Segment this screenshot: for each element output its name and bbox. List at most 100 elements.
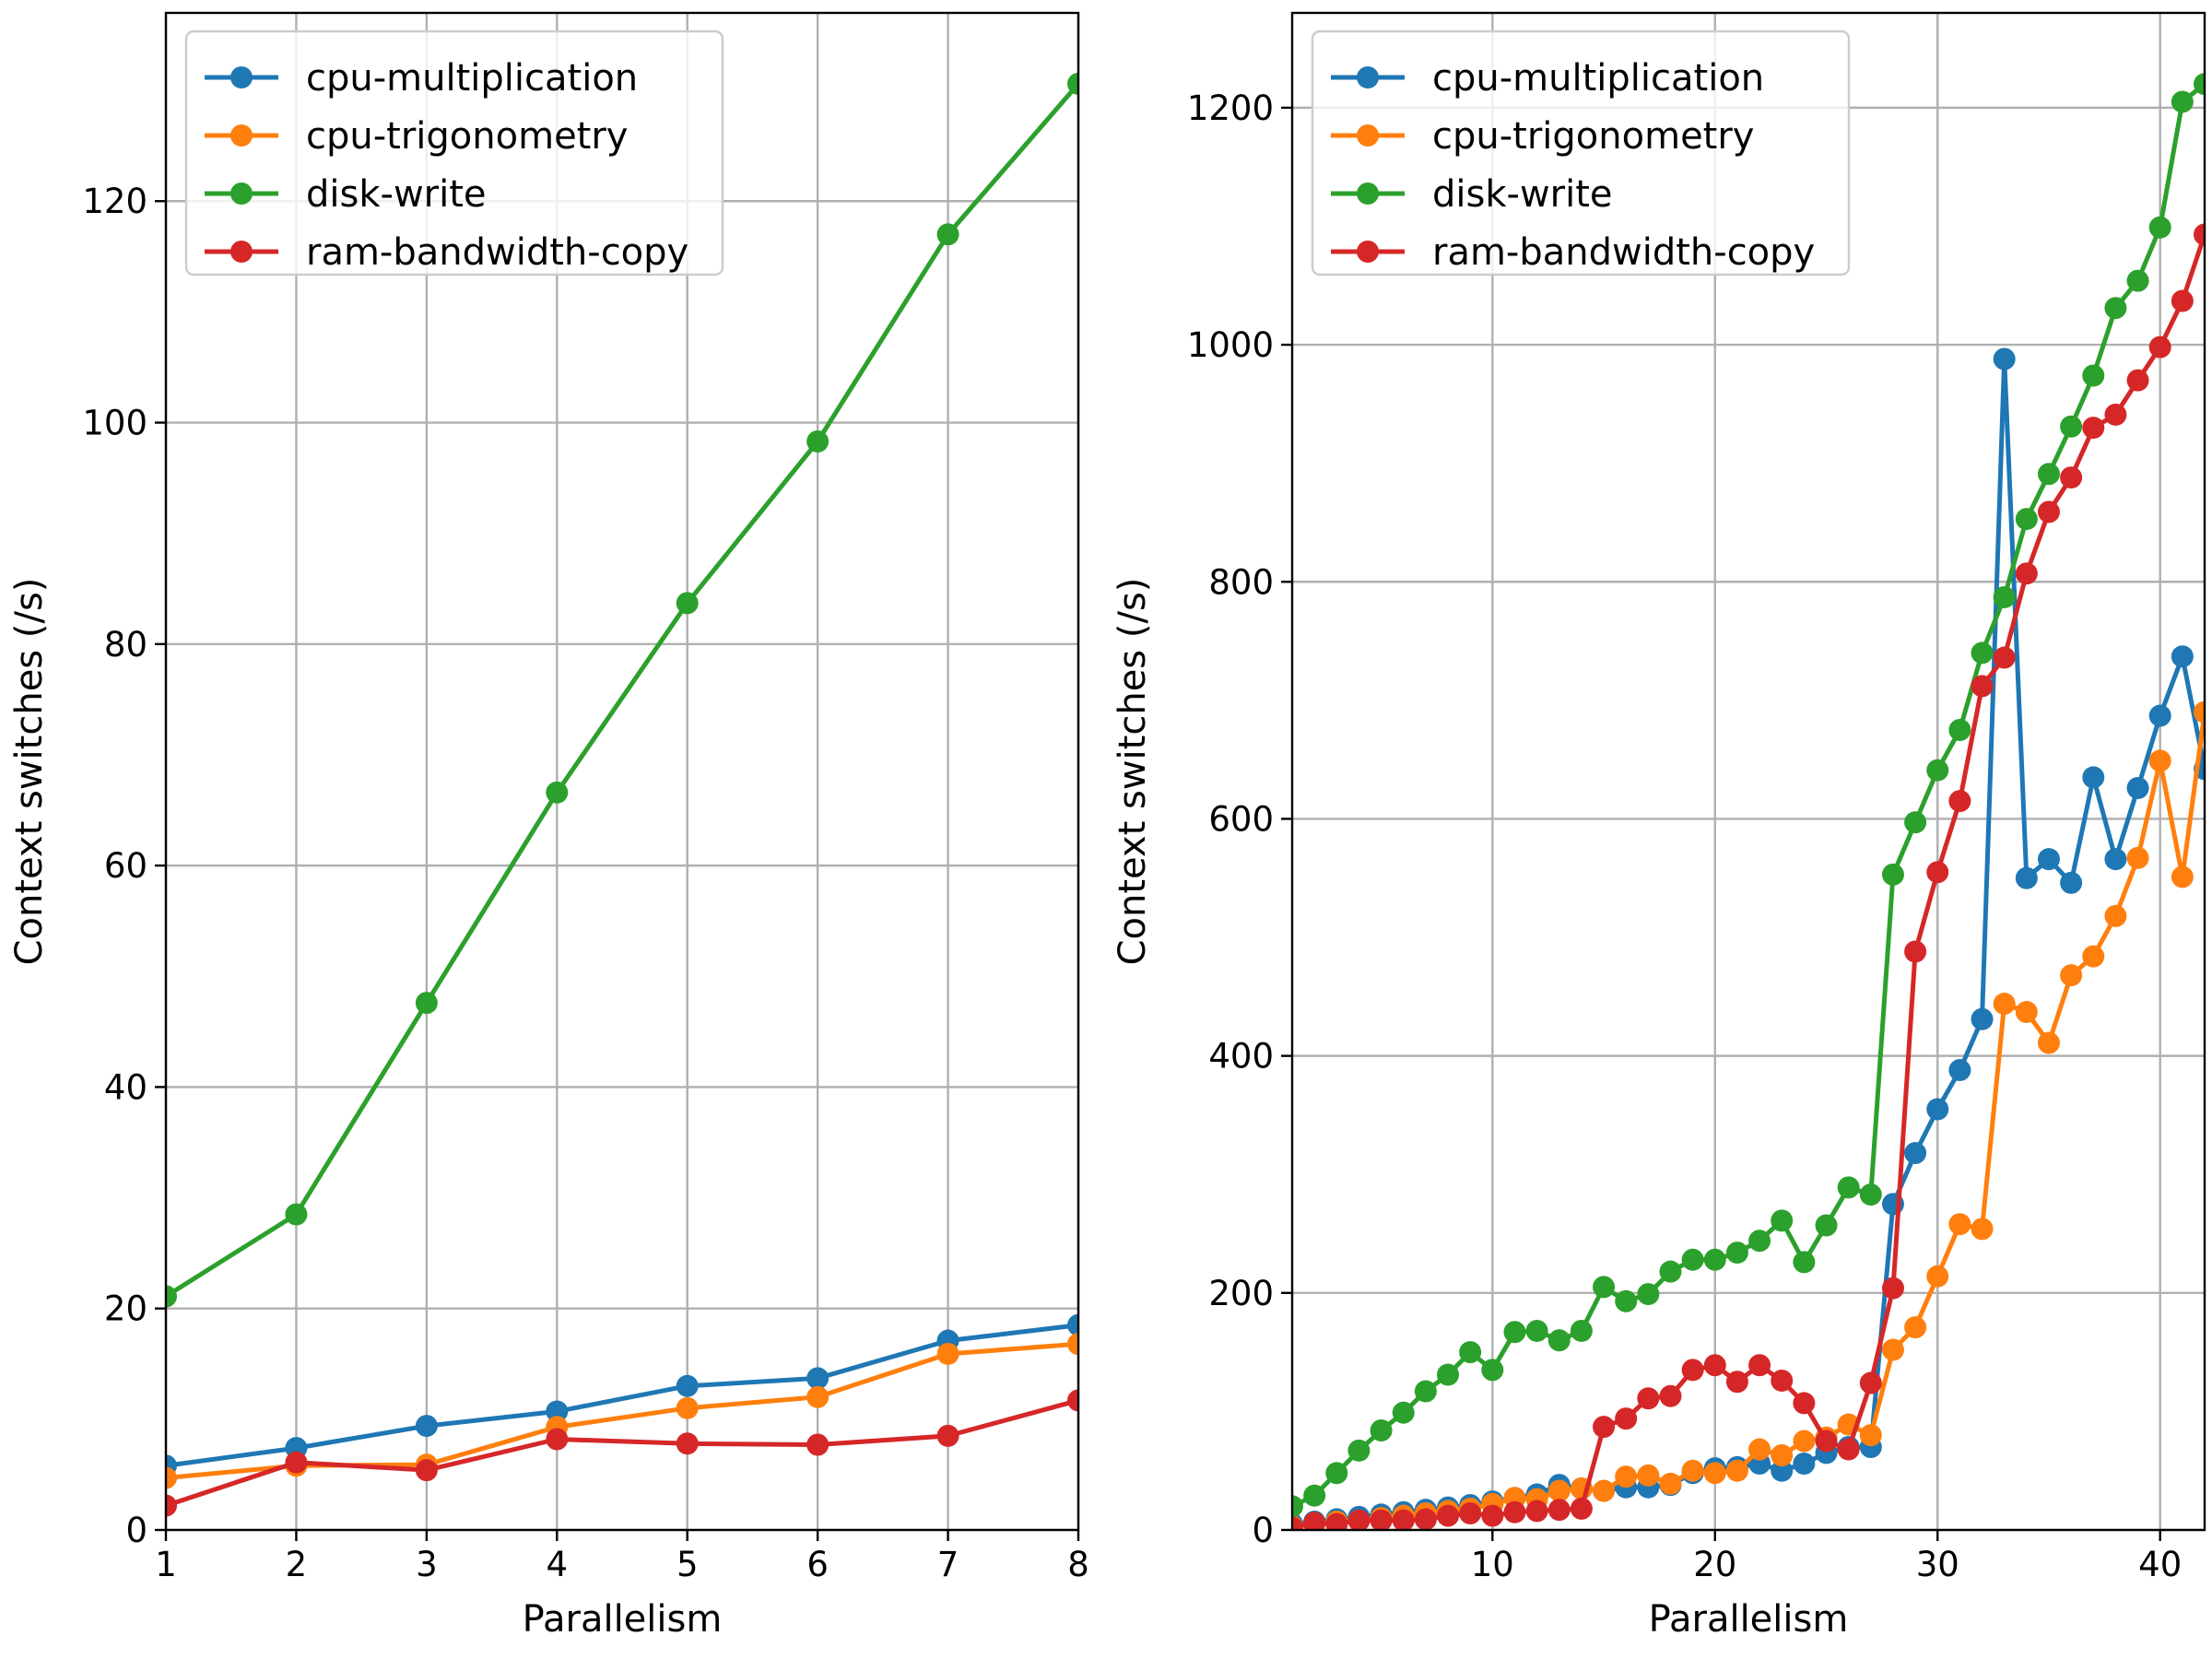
data-point — [1904, 1142, 1927, 1165]
data-point — [2126, 369, 2149, 392]
data-point — [1659, 1260, 1682, 1283]
legend-swatch-marker — [1357, 124, 1379, 147]
data-point — [1993, 347, 2016, 371]
data-point — [415, 1415, 438, 1438]
axes-frame — [1290, 11, 2206, 1532]
data-point — [2082, 945, 2105, 968]
data-point — [1926, 1265, 1949, 1288]
series-line-disk-write — [166, 82, 1078, 1299]
data-point — [1993, 646, 2016, 669]
data-point — [1681, 1248, 1704, 1271]
data-point — [1793, 1392, 1816, 1415]
legend-swatch-marker — [1357, 241, 1379, 263]
legend-label: ram-bandwidth-copy — [306, 231, 688, 274]
data-point — [1303, 1484, 1326, 1507]
grid — [164, 13, 1080, 1532]
data-point — [806, 1433, 830, 1456]
data-point — [1347, 1509, 1371, 1530]
data-point — [676, 1396, 699, 1419]
y-tick-label: 0 — [1252, 1511, 1274, 1550]
data-point — [1837, 1176, 1860, 1199]
data-point — [1615, 1465, 1638, 1488]
data-point — [1459, 1341, 1482, 1364]
data-point — [1971, 641, 1994, 665]
data-point — [1771, 1443, 1794, 1466]
data-point — [1881, 1338, 1904, 1361]
data-point — [2194, 73, 2205, 96]
legend-swatch-marker — [1357, 182, 1379, 205]
y-tick-label: 0 — [125, 1511, 147, 1550]
data-point — [1948, 790, 1971, 813]
data-point — [1637, 1464, 1660, 1487]
y-tick-label: 100 — [82, 404, 147, 443]
y-tick-label: 1000 — [1187, 325, 1274, 365]
data-point — [1725, 1459, 1748, 1482]
data-point — [1948, 718, 1971, 741]
data-point — [2194, 700, 2205, 724]
data-point — [1725, 1371, 1748, 1394]
y-tick-label: 120 — [82, 182, 147, 221]
data-point — [1725, 1241, 1748, 1265]
data-point — [285, 1203, 308, 1226]
x-tick-label: 2 — [286, 1545, 308, 1584]
data-point — [1437, 1363, 1460, 1386]
data-point — [1815, 1430, 1838, 1453]
data-point — [1815, 1214, 1838, 1237]
data-point — [1615, 1407, 1638, 1430]
legend-label: cpu-multiplication — [306, 57, 638, 100]
data-point — [1771, 1209, 1794, 1232]
data-point — [1859, 1183, 1882, 1206]
data-point — [1948, 1213, 1971, 1236]
x-tick-label: 6 — [806, 1545, 829, 1584]
data-point — [415, 992, 438, 1015]
axes-frame — [164, 11, 1080, 1532]
data-point — [1414, 1508, 1437, 1530]
data-point — [2015, 508, 2038, 531]
legend: cpu-multiplication cpu-trigonometry disk-w… — [184, 29, 724, 276]
data-point — [2037, 1031, 2060, 1054]
data-point — [1067, 1333, 1078, 1356]
data-point — [1793, 1430, 1816, 1453]
data-point — [166, 1494, 177, 1517]
data-point — [1881, 1277, 1904, 1300]
data-point — [2060, 415, 2083, 438]
data-point — [2037, 500, 2060, 524]
data-point — [2015, 562, 2038, 585]
data-point — [546, 1400, 569, 1423]
data-point — [1748, 1438, 1771, 1461]
data-point — [166, 1466, 177, 1489]
data-point — [806, 1367, 830, 1390]
data-point — [1570, 1319, 1593, 1342]
data-point — [2171, 865, 2194, 888]
data-point — [1570, 1497, 1593, 1520]
data-point — [1525, 1500, 1548, 1523]
data-point — [1325, 1462, 1348, 1485]
data-point — [2015, 1001, 2038, 1024]
data-point — [546, 1428, 569, 1451]
data-point — [1067, 72, 1078, 95]
data-point — [1926, 861, 1949, 884]
data-point — [806, 1385, 830, 1408]
data-point — [1904, 940, 1927, 963]
data-point — [1481, 1504, 1504, 1527]
legend-swatch-marker — [230, 182, 253, 205]
legend-swatch-marker — [1357, 66, 1379, 88]
data-point — [2037, 848, 2060, 871]
legend-box — [184, 29, 724, 276]
series-group — [1292, 73, 2205, 1530]
data-point — [1503, 1321, 1526, 1344]
chart-panel-2: 10 20 30 40020040060080010001200Parallelism… — [1112, 11, 2206, 1641]
data-point — [676, 1432, 699, 1455]
data-point — [1525, 1319, 1548, 1342]
data-point — [1547, 1499, 1571, 1522]
data-point — [1748, 1354, 1771, 1377]
data-point — [2037, 463, 2060, 486]
data-point — [2126, 777, 2149, 800]
data-point — [1681, 1359, 1704, 1382]
data-point — [1659, 1384, 1682, 1407]
data-point — [2171, 289, 2194, 312]
data-point — [1703, 1354, 1726, 1377]
data-point — [2194, 223, 2205, 246]
data-point — [1881, 863, 1904, 886]
